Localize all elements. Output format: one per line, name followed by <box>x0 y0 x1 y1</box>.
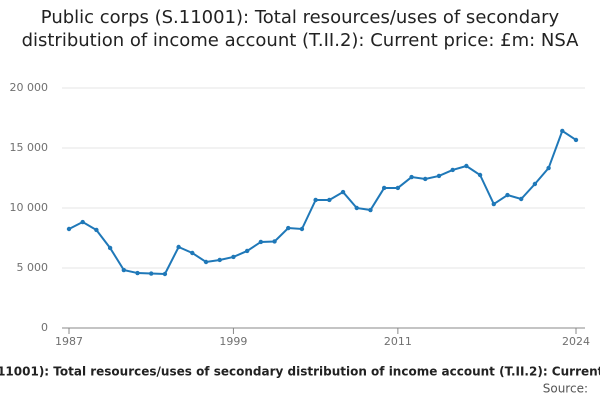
y-tick-label: 5 000 <box>17 261 49 274</box>
data-point <box>94 227 99 233</box>
x-tick-label: 1987 <box>55 335 83 348</box>
data-point <box>464 163 469 169</box>
data-point <box>217 257 222 263</box>
data-point <box>299 226 305 232</box>
data-point <box>546 165 551 171</box>
y-tick-label: 0 <box>41 321 48 334</box>
data-point <box>354 205 359 211</box>
data-point <box>176 244 181 250</box>
data-point <box>190 250 195 256</box>
x-axis-label: Public corps (S.11001): Total resources/… <box>0 365 600 379</box>
chart-title: Public corps (S.11001): Total resources/… <box>21 7 579 51</box>
data-point <box>560 128 565 134</box>
x-tick-label: 1999 <box>219 335 247 348</box>
source: Source: <box>543 382 588 396</box>
y-tick-label: 20 000 <box>10 81 49 94</box>
data-point <box>135 270 140 276</box>
data-point <box>491 201 496 207</box>
data-point <box>149 271 154 276</box>
x-tick-label: 2024 <box>562 335 590 348</box>
data-point <box>436 173 442 179</box>
data-point <box>286 225 291 231</box>
data-point <box>244 248 250 254</box>
data-point <box>231 254 236 260</box>
data-point <box>477 172 483 178</box>
y-tick-label: 15 000 <box>10 141 49 154</box>
data-point <box>532 181 538 187</box>
data-point <box>505 192 510 198</box>
data-point <box>121 267 127 273</box>
data-point <box>107 245 113 251</box>
data-point <box>258 239 264 245</box>
y-tick-label: 10 000 <box>10 201 49 214</box>
data-point <box>313 197 318 203</box>
data-point <box>203 259 209 265</box>
data-point <box>409 174 414 180</box>
data-point <box>573 137 579 143</box>
data-point <box>450 167 455 173</box>
data-point <box>368 207 373 213</box>
series-line <box>68 129 577 276</box>
data-point <box>381 185 387 191</box>
data-point <box>327 197 332 203</box>
data-point <box>80 219 85 225</box>
data-point <box>518 196 524 202</box>
x-tick-label: 2011 <box>384 335 412 348</box>
data-point <box>162 271 168 277</box>
data-point <box>66 226 72 232</box>
data-point <box>423 176 428 182</box>
data-point <box>395 185 401 191</box>
data-point <box>272 239 277 244</box>
data-point <box>340 189 346 195</box>
